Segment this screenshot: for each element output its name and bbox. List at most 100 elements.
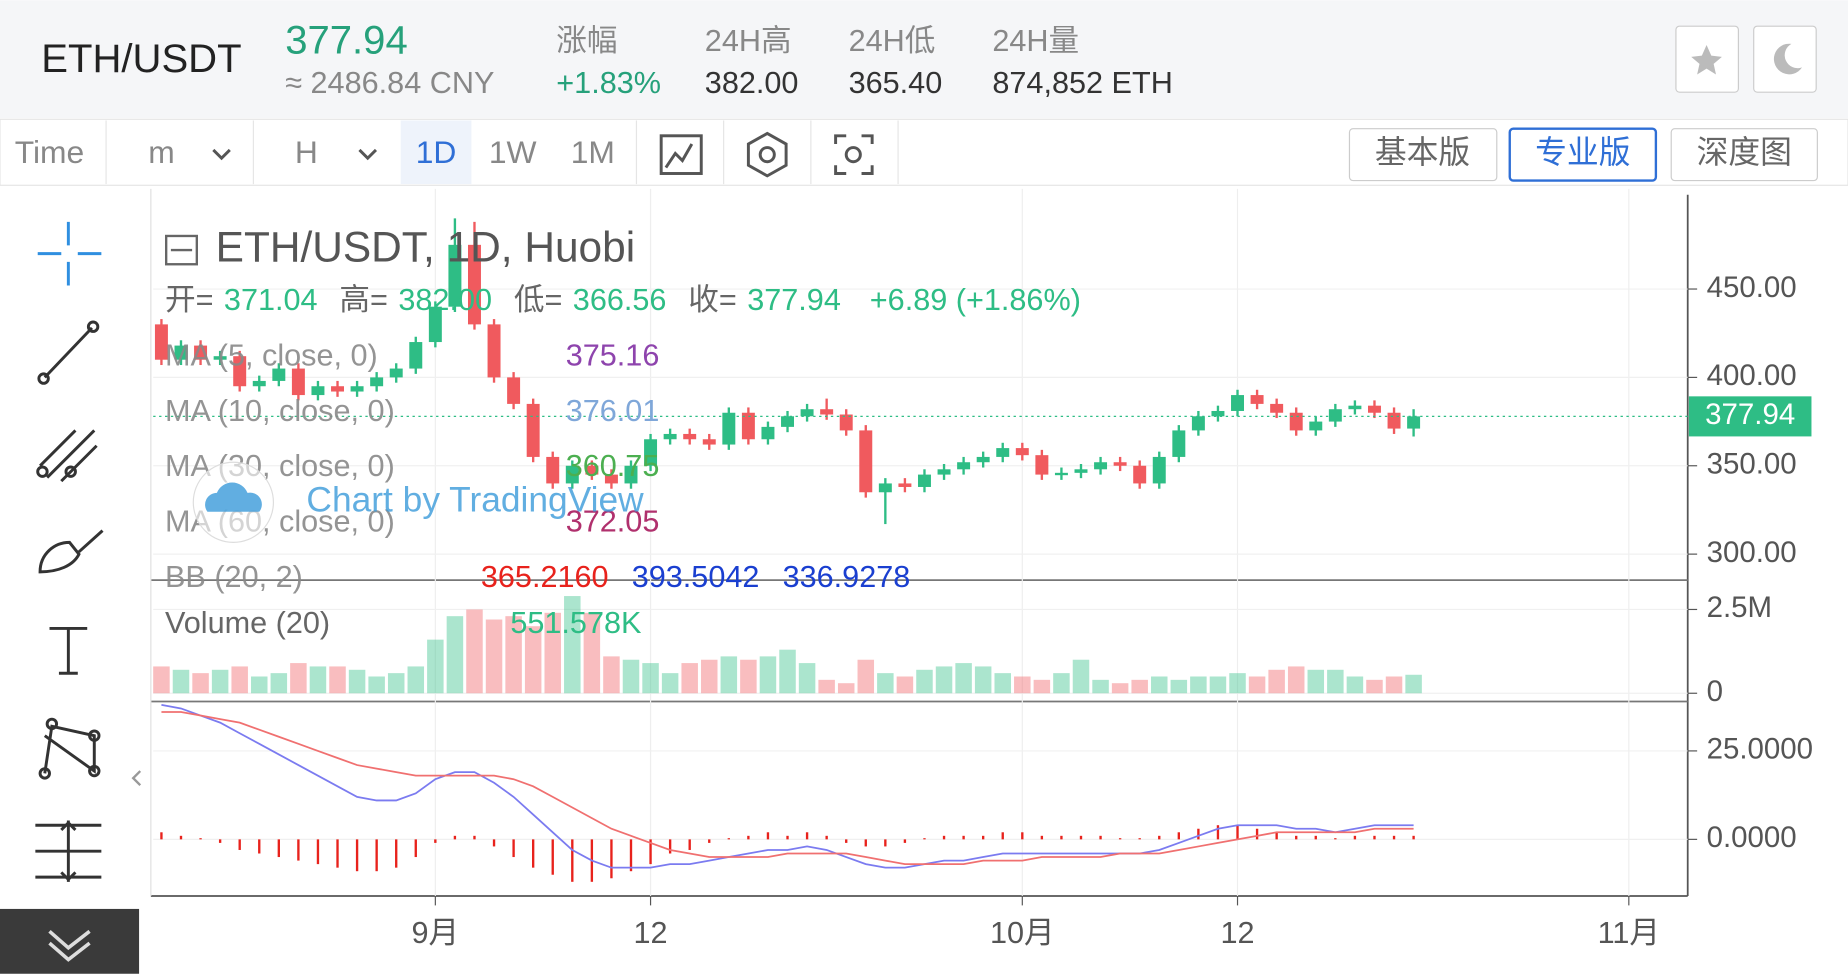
stat-label: 24H高 [705, 24, 792, 58]
y-tick-label: 400.00 [1707, 359, 1797, 392]
volume-bar [681, 663, 698, 694]
theme-button[interactable] [1753, 25, 1817, 93]
favorite-button[interactable] [1675, 25, 1739, 93]
volume-bar [1014, 676, 1031, 694]
volume-bar [1307, 669, 1325, 694]
volume-bar [172, 669, 190, 694]
stat-label: 24H量 [992, 24, 1079, 58]
volume-bar [1151, 676, 1168, 694]
volume-bar [524, 626, 542, 694]
candle-body [624, 465, 638, 484]
collapse-box [165, 234, 198, 266]
candle-body [1152, 456, 1166, 484]
measure-tool[interactable] [35, 820, 102, 882]
drawing-tools [35, 221, 104, 882]
interval[interactable]: 1W [489, 134, 537, 170]
volume-bar [1190, 676, 1207, 694]
volume-bar [309, 666, 327, 694]
volume-bar [701, 659, 718, 694]
volume-bar [1385, 676, 1403, 694]
x-tick-label: 10月 [990, 916, 1055, 950]
volume-bar [1131, 679, 1148, 694]
stat-label: 涨幅 [556, 24, 617, 58]
sidebar-footer[interactable] [0, 908, 140, 974]
interval[interactable]: 1D [416, 134, 457, 170]
text-tool[interactable] [49, 626, 88, 675]
volume-bar [740, 659, 757, 694]
volume-bar [974, 666, 992, 694]
candle-body [683, 433, 697, 440]
pattern-tool[interactable] [38, 717, 101, 780]
indicator-value: 336.9278 [783, 560, 911, 594]
button-label[interactable]: 基本版 [1375, 134, 1470, 170]
screenshot-button[interactable] [834, 134, 874, 175]
symbol: ETH/USDT [41, 37, 241, 81]
crosshair-tool[interactable] [37, 221, 102, 286]
stat-value: 365.40 [849, 66, 943, 100]
volume-bar [1033, 679, 1051, 694]
candle-body [781, 416, 795, 427]
candle-body [1113, 462, 1127, 466]
candle-body [1133, 465, 1147, 484]
candle-body [467, 244, 481, 325]
candle-body [585, 465, 599, 475]
candle-body [957, 462, 971, 470]
x-tick-label: 12 [634, 916, 668, 950]
pro-version-button[interactable]: 专业版 [1508, 127, 1658, 182]
stat-value: +1.83% [556, 66, 661, 100]
hour-dropdown[interactable]: H [295, 134, 378, 170]
volume-bar [603, 656, 620, 694]
stat-label: 24H低 [849, 24, 936, 58]
volume-bar [661, 673, 679, 694]
volume-bar [1366, 679, 1383, 694]
collapse-arrow[interactable] [131, 770, 142, 787]
candle-body [1387, 412, 1401, 429]
volume-bar [153, 666, 170, 694]
settings-button[interactable] [746, 131, 788, 178]
candle-body [1015, 448, 1029, 456]
volume-title: Volume (20) [165, 606, 330, 640]
candle-body [917, 474, 931, 487]
candle-body [1328, 409, 1342, 422]
time-label: Time [15, 134, 85, 170]
depth-button[interactable]: 深度图 [1670, 128, 1818, 182]
candle-body [507, 377, 521, 404]
volume-bar [485, 619, 503, 694]
button-label[interactable]: 专业版 [1535, 134, 1630, 170]
ohlc-value: 377.94 [747, 283, 841, 317]
volume-bar [1405, 674, 1422, 694]
volume-bar [720, 656, 738, 694]
candle-body [291, 368, 305, 396]
minute-dropdown[interactable]: m [148, 134, 231, 170]
line-tool[interactable] [37, 320, 100, 385]
volume-bar [446, 616, 464, 694]
chart-type-button[interactable] [659, 134, 703, 175]
candle-body [1231, 395, 1245, 411]
ohlc-value: 371.04 [224, 283, 318, 317]
candle-body [311, 386, 325, 396]
candle-body [350, 386, 364, 392]
candle-body [389, 368, 403, 378]
candle-body [663, 433, 677, 440]
volume-bar [329, 666, 346, 694]
candle-body [174, 345, 188, 360]
indicator-name: BB (20, 2) [165, 560, 303, 594]
plot: 9月 12 10月 12 11月 300.00 350.00 400.00 450.00 0 2.5… [153, 188, 1813, 950]
candle-body [272, 368, 286, 381]
interval[interactable]: m [148, 134, 175, 170]
interval[interactable]: 1M [571, 134, 615, 170]
candle-body [1348, 405, 1362, 410]
indicator-value: 375.16 [566, 338, 660, 372]
brush-tool[interactable] [38, 529, 104, 574]
volume-value: 551.578K [510, 606, 642, 640]
candle-body [761, 426, 775, 440]
candle-body [487, 324, 501, 378]
active-interval-bg [400, 120, 472, 185]
button-label[interactable]: 深度图 [1697, 134, 1792, 170]
basic-version-button[interactable]: 基本版 [1348, 128, 1498, 182]
fib-tool[interactable] [36, 429, 98, 483]
candle-body [409, 342, 423, 369]
interval[interactable]: H [295, 134, 318, 170]
y-tick-label: 450.00 [1707, 271, 1797, 304]
